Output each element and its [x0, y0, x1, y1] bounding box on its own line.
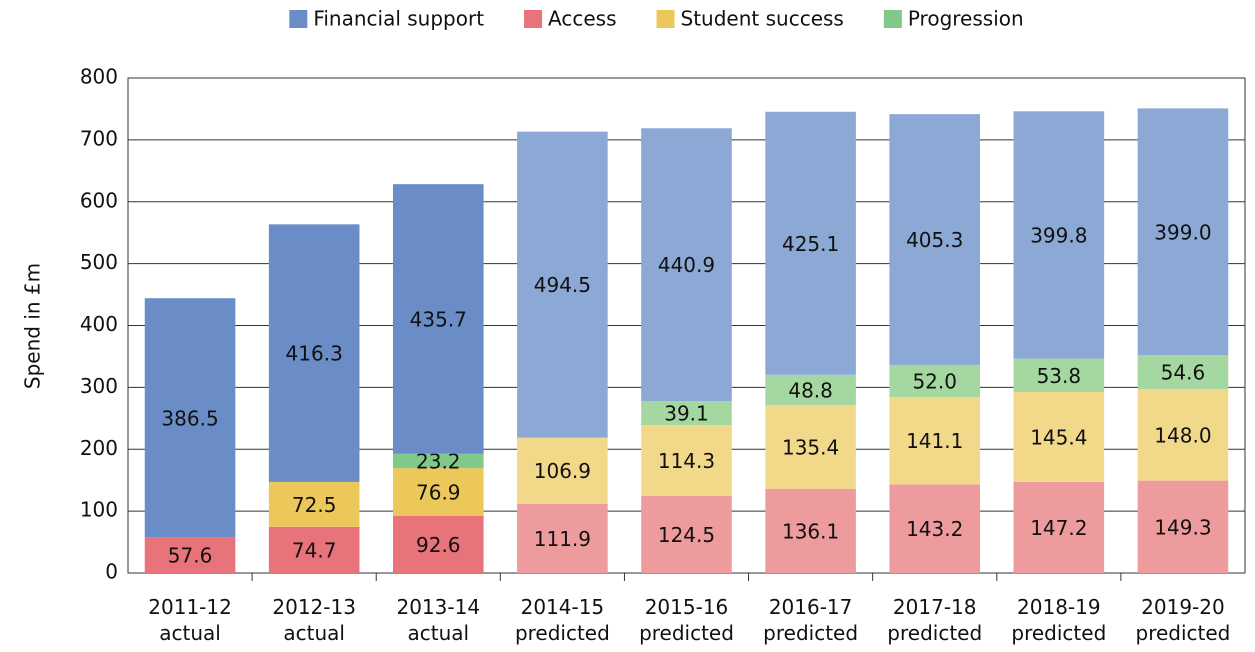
- bar-segment: [1137, 480, 1229, 573]
- bar-segment: [517, 437, 608, 504]
- bar-segment: [641, 495, 732, 573]
- bar-segment: [889, 397, 981, 485]
- value-label: 416.3: [286, 342, 343, 366]
- y-tick-label: 200: [80, 436, 118, 460]
- value-label: 72.5: [292, 493, 337, 517]
- bar-segment: [517, 503, 608, 573]
- value-label: 145.4: [1030, 425, 1087, 449]
- value-label: 57.6: [168, 544, 213, 568]
- x-tick-label: 2012-13 actual: [272, 595, 356, 645]
- bar-segment: [1137, 108, 1229, 356]
- bar-segment: [1013, 391, 1105, 482]
- value-label: 135.4: [782, 435, 839, 459]
- y-tick-label: 600: [80, 188, 118, 212]
- value-label: 76.9: [416, 480, 461, 504]
- value-label: 136.1: [782, 519, 839, 543]
- y-tick-label: 800: [80, 65, 118, 89]
- y-axis-label: Spend in £m: [21, 263, 45, 389]
- bar-segment: [268, 481, 360, 527]
- value-label: 435.7: [410, 307, 467, 331]
- bar-segment: [392, 184, 484, 454]
- value-label: 143.2: [906, 517, 963, 541]
- value-label: 399.0: [1154, 220, 1211, 244]
- value-label: 494.5: [534, 273, 591, 297]
- bar-segment: [889, 364, 981, 398]
- y-tick-label: 100: [80, 498, 118, 522]
- bar-segment: [765, 405, 856, 489]
- bar-segment: [765, 111, 856, 375]
- value-label: 74.7: [292, 538, 337, 562]
- bar-segment: [392, 515, 484, 573]
- value-label: 147.2: [1030, 516, 1087, 540]
- x-tick-label: 2013-14 actual: [396, 595, 480, 645]
- value-label: 53.8: [1037, 364, 1082, 388]
- bar-segment: [1013, 111, 1105, 359]
- value-label: 48.8: [788, 378, 833, 402]
- legend-label: Student success: [681, 7, 844, 31]
- bar-segment: [1137, 355, 1229, 390]
- value-label: 111.9: [534, 527, 591, 551]
- legend-swatch: [524, 10, 543, 28]
- value-label: 440.9: [658, 253, 715, 277]
- x-tick-label: 2019-20 predicted: [1136, 595, 1231, 645]
- value-label: 149.3: [1154, 515, 1211, 539]
- value-label: 399.8: [1030, 223, 1087, 247]
- bar-segment: [889, 114, 981, 365]
- bar-segment: [517, 131, 608, 438]
- bar-segment: [765, 488, 856, 573]
- value-label: 39.1: [664, 402, 709, 426]
- bar-segment: [268, 224, 360, 482]
- bar-segment: [641, 128, 732, 402]
- value-label: 114.3: [658, 449, 715, 473]
- bar-segment: [1013, 358, 1105, 392]
- y-tick-label: 300: [80, 374, 118, 398]
- value-label: 141.1: [906, 429, 963, 453]
- value-label: 54.6: [1161, 361, 1206, 385]
- bar-segment: [392, 453, 484, 469]
- x-tick-label: 2016-17 predicted: [763, 595, 858, 645]
- value-label: 405.3: [906, 228, 963, 252]
- legend-label: Progression: [908, 7, 1024, 31]
- bar-segment: [392, 468, 484, 516]
- value-label: 124.5: [658, 523, 715, 547]
- x-tick-label: 2015-16 predicted: [639, 595, 734, 645]
- x-tick-label: 2011-12 actual: [148, 595, 232, 645]
- x-tick-label: 2017-18 predicted: [887, 595, 982, 645]
- legend-swatch: [883, 10, 902, 28]
- bar-segment: [268, 526, 360, 573]
- x-tick-label: 2014-15 predicted: [515, 595, 610, 645]
- bar-segment: [641, 401, 732, 426]
- y-tick-label: 400: [80, 312, 118, 336]
- y-tick-label: 700: [80, 126, 118, 150]
- bar-segment: [641, 425, 732, 496]
- legend-swatch: [289, 10, 308, 28]
- legend-label: Access: [548, 7, 616, 31]
- x-tick-label: 2018-19 predicted: [1011, 595, 1106, 645]
- legend-swatch: [656, 10, 675, 28]
- value-label: 386.5: [161, 406, 218, 430]
- value-label: 52.0: [912, 370, 957, 394]
- bar-segment: [765, 374, 856, 406]
- bar-segment: [1137, 389, 1229, 481]
- value-label: 148.0: [1154, 423, 1211, 447]
- bar-segment: [1013, 481, 1105, 573]
- value-label: 425.1: [782, 232, 839, 256]
- bar-segment: [889, 484, 981, 573]
- y-tick-label: 500: [80, 250, 118, 274]
- y-tick-label: 0: [105, 560, 118, 584]
- value-label: 92.6: [416, 533, 461, 557]
- bar-segment: [144, 537, 236, 573]
- bar-segment: [144, 298, 236, 538]
- legend-label: Financial support: [313, 7, 484, 31]
- value-label: 106.9: [534, 459, 591, 483]
